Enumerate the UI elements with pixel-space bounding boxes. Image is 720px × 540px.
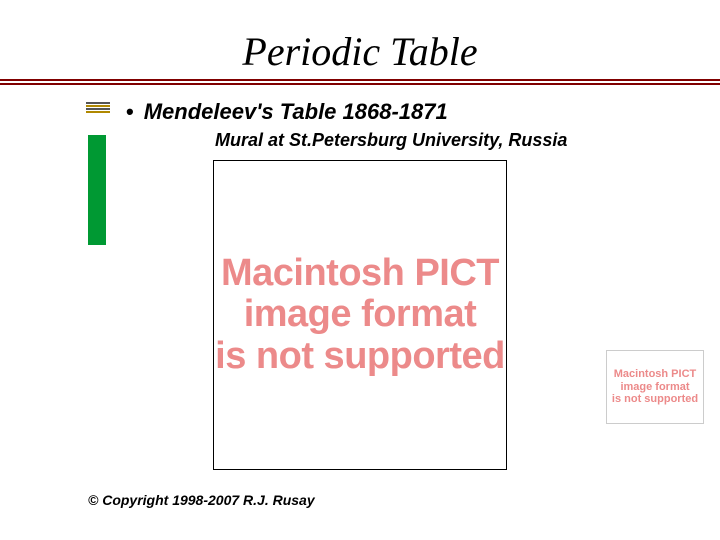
left-decor-lines (86, 102, 110, 113)
slide: Periodic Table • Mendeleev's Table 1868-… (0, 0, 720, 540)
bullet-text: Mendeleev's Table 1868-1871 (144, 99, 448, 125)
pict-text-line3: is not supported (215, 336, 505, 377)
copyright-text: © Copyright 1998-2007 R.J. Rusay (88, 492, 315, 508)
subtitle-text: Mural at St.Petersburg University, Russi… (215, 130, 567, 151)
pict-small-line3: is not supported (612, 393, 698, 406)
pict-text-line1: Macintosh PICT (221, 253, 499, 294)
bullet-item: • Mendeleev's Table 1868-1871 (126, 99, 448, 125)
pict-text-line2: image format (244, 294, 477, 335)
pict-placeholder-small: Macintosh PICT image format is not suppo… (606, 350, 704, 424)
pict-small-line1: Macintosh PICT (614, 368, 697, 381)
pict-small-line2: image format (620, 381, 689, 394)
left-accent-bar (88, 135, 106, 245)
bullet-icon: • (126, 99, 134, 125)
horizontal-rule (0, 79, 720, 85)
slide-title: Periodic Table (0, 0, 720, 79)
pict-placeholder-main: Macintosh PICT image format is not suppo… (213, 160, 507, 470)
